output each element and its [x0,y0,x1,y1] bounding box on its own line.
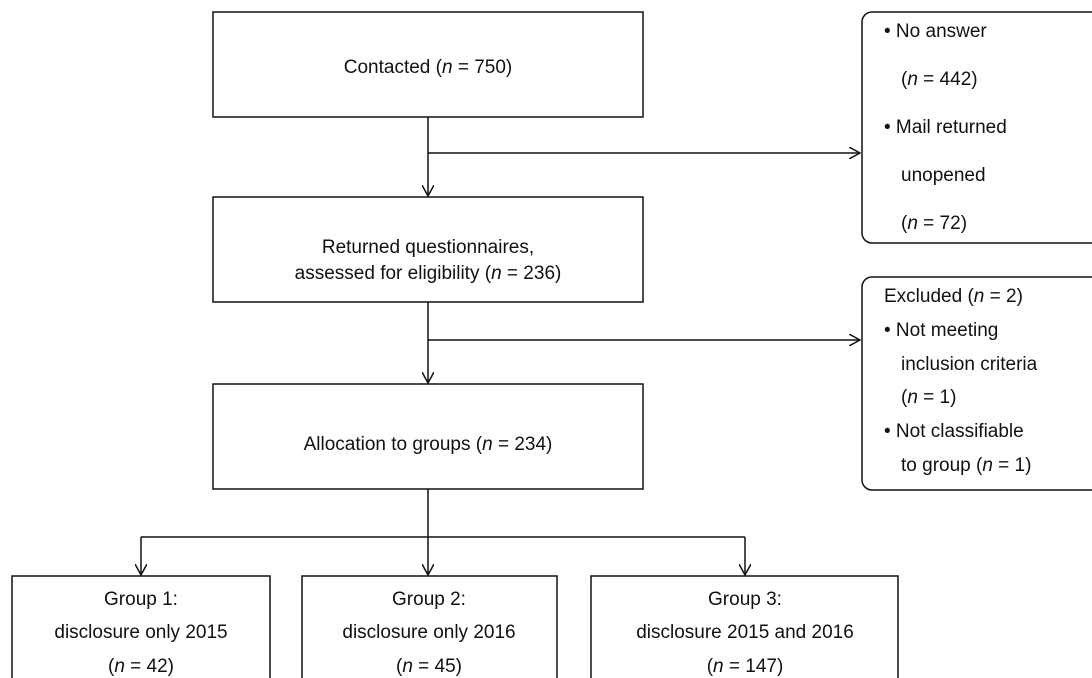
group-label: (n = 147) [707,656,784,677]
side-note-line: • Not meeting [884,320,998,341]
group-label: Group 1: [104,589,178,610]
side-note-line: (n = 442) [901,69,978,90]
node-label: Returned questionnaires, [322,237,534,258]
group-label: disclosure only 2015 [54,622,227,643]
group-box [11,575,271,678]
side-note-line: (n = 1) [901,387,956,408]
side-note-line: • Not classifiable [884,421,1024,442]
side-note-box [861,276,1092,491]
side-note-box [861,11,1092,244]
group-box [590,575,899,678]
side-note-line: unopened [901,165,986,186]
node-label: Contacted (n = 750) [344,57,513,78]
node-box [212,196,644,303]
group-label: disclosure only 2016 [342,622,515,643]
side-note-line: inclusion criteria [901,354,1038,375]
side-note-line: to group (n = 1) [901,455,1031,476]
side-note-line: Excluded (n = 2) [884,286,1023,307]
node-box [212,11,644,118]
connectors [141,117,860,575]
node-box [212,383,644,490]
node-label: assessed for eligibility (n = 236) [295,263,562,284]
boxes [11,11,1092,678]
node-label: Allocation to groups (n = 234) [304,434,553,455]
side-note-line: • No answer [884,21,987,42]
group-label: Group 3: [708,589,782,610]
side-note-line: (n = 72) [901,213,967,234]
group-box [301,575,558,678]
group-label: Group 2: [392,589,466,610]
side-note-line: • Mail returned [884,117,1007,138]
group-label: (n = 45) [396,656,462,677]
group-label: disclosure 2015 and 2016 [636,622,854,643]
group-label: (n = 42) [108,656,174,677]
